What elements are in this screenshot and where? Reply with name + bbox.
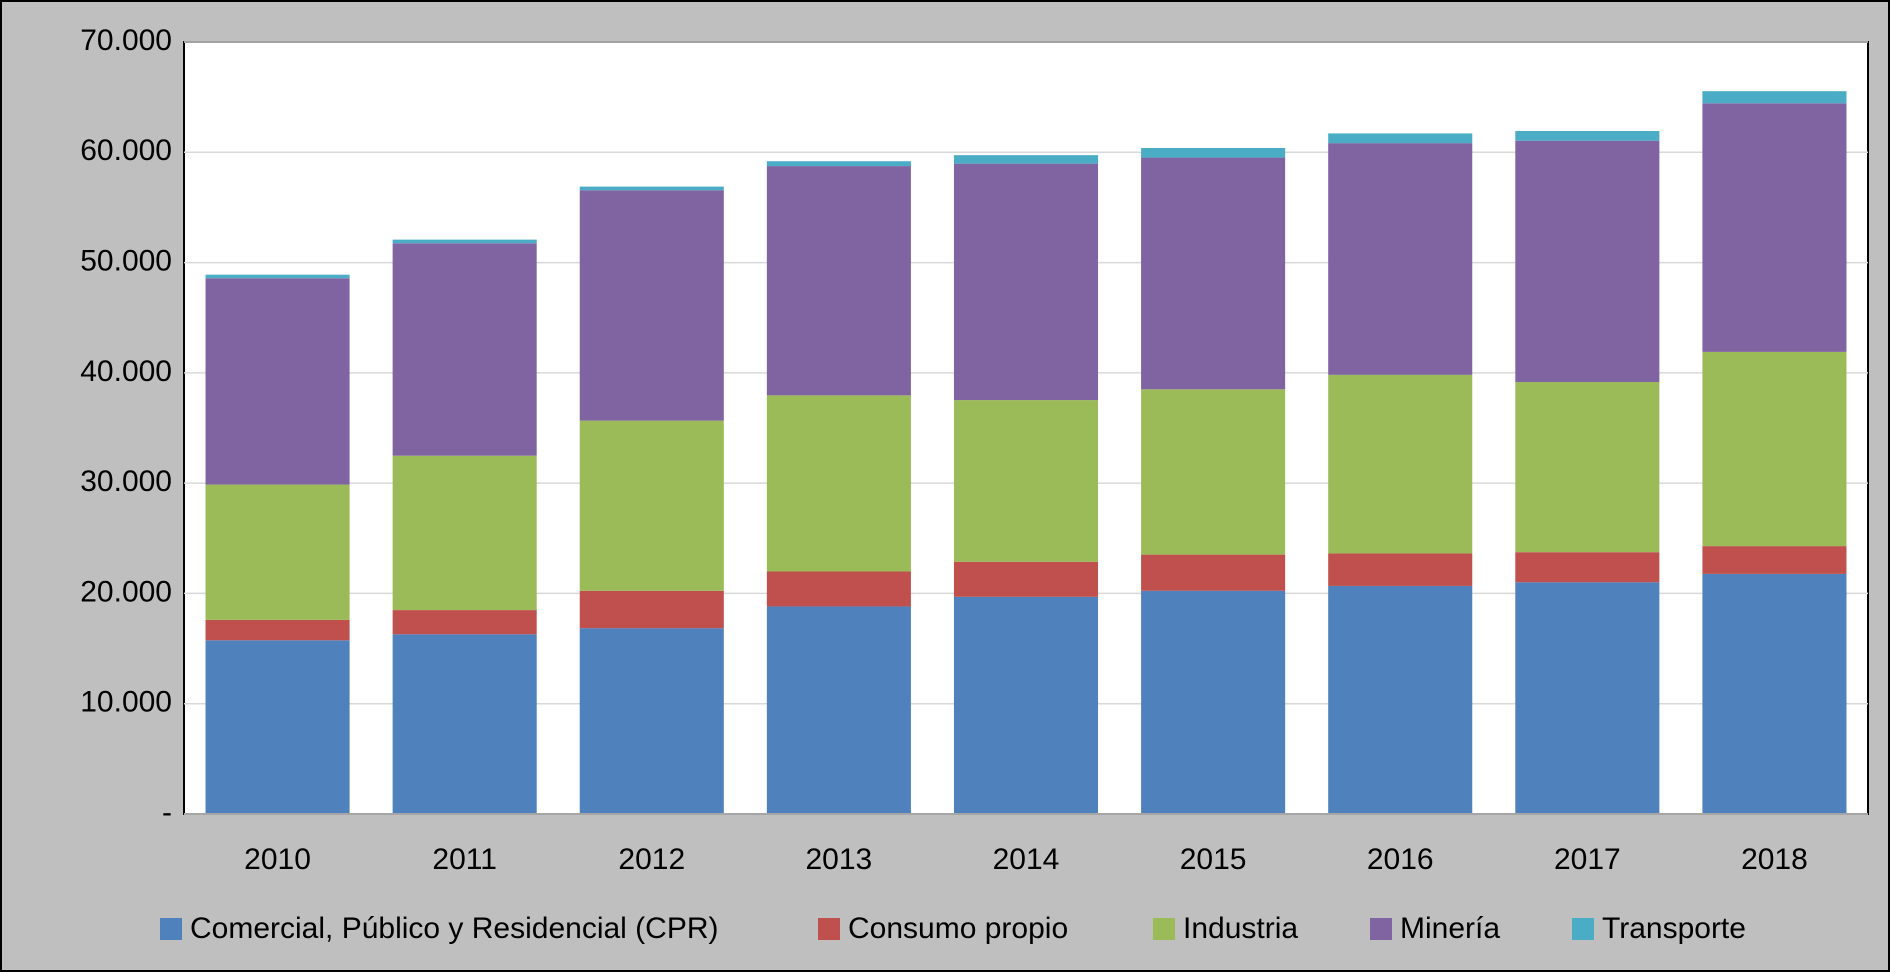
legend-swatch [160, 918, 182, 940]
legend-swatch [1153, 918, 1175, 940]
legend-label: Industria [1183, 912, 1298, 945]
legend-swatch [1572, 918, 1594, 940]
bar-segment [766, 606, 911, 814]
y-tick-label: - [162, 796, 172, 829]
bar-segment [392, 239, 537, 244]
bar-segment [953, 163, 1099, 401]
bar-segment [1515, 552, 1660, 583]
x-tick-label: 2017 [1554, 843, 1621, 876]
y-tick-label: 50.000 [80, 244, 172, 277]
y-tick-label: 10.000 [80, 686, 172, 719]
x-tick-label: 2014 [993, 843, 1060, 876]
bar-segment [1328, 133, 1473, 144]
x-tick-label: 2016 [1367, 843, 1434, 876]
bar-segment [1515, 140, 1660, 383]
x-tick-label: 2013 [806, 843, 873, 876]
bar-segment [205, 640, 350, 814]
bar-segment [579, 186, 724, 191]
legend-swatch [1370, 918, 1392, 940]
bar-segment [205, 278, 350, 485]
x-tick-label: 2012 [618, 843, 685, 876]
bar-segment [1141, 554, 1286, 591]
bar-segment [1702, 91, 1847, 104]
bar-segment [392, 455, 537, 611]
bar-segment [1702, 351, 1847, 547]
bar-segment [1328, 374, 1473, 554]
legend-label: Transporte [1602, 912, 1746, 945]
legend-swatch [818, 918, 840, 940]
bar-segment [953, 561, 1099, 597]
bar-segment [205, 484, 350, 620]
bar-segment [579, 420, 724, 591]
bar-segment [579, 590, 724, 629]
bar-segment [953, 400, 1099, 562]
bar-segment [392, 610, 537, 635]
bar-segment [1328, 585, 1473, 814]
bar-segment [579, 628, 724, 814]
bar-segment [392, 634, 537, 814]
bar-segment [1141, 157, 1286, 390]
bar-segment [1141, 389, 1286, 555]
bar-segment [1328, 553, 1473, 586]
y-tick-label: 30.000 [80, 465, 172, 498]
x-tick-label: 2011 [432, 843, 497, 876]
bar-segment [1141, 590, 1286, 814]
y-tick-label: 40.000 [80, 355, 172, 388]
bar-segment [953, 155, 1099, 164]
bar-segment [766, 166, 911, 396]
x-tick-label: 2015 [1180, 843, 1247, 876]
bar-segment [1702, 103, 1847, 352]
bar-segment [579, 190, 724, 421]
y-tick-label: 60.000 [80, 134, 172, 167]
x-tick-label: 2018 [1741, 843, 1808, 876]
bar-segment [205, 274, 350, 279]
bar-segment [953, 596, 1099, 814]
legend-label: Consumo propio [848, 912, 1068, 945]
x-tick-label: 2010 [244, 843, 311, 876]
legend-label: Comercial, Público y Residencial (CPR) [190, 912, 719, 945]
legend-label: Minería [1400, 912, 1500, 945]
bar-segment [766, 571, 911, 607]
bar-segment [1515, 382, 1660, 553]
bar-segment [1328, 143, 1473, 375]
bar-segment [1515, 131, 1660, 141]
bar-segment [392, 243, 537, 456]
bar-segment [1702, 573, 1847, 814]
bar-segment [1702, 546, 1847, 574]
bar-segment [1515, 582, 1660, 814]
bar-segment [1141, 147, 1286, 158]
y-tick-label: 20.000 [80, 575, 172, 608]
bar-segment [766, 395, 911, 572]
bar-segment [766, 161, 911, 167]
bar-segment [205, 619, 350, 641]
y-tick-label: 70.000 [80, 24, 172, 57]
